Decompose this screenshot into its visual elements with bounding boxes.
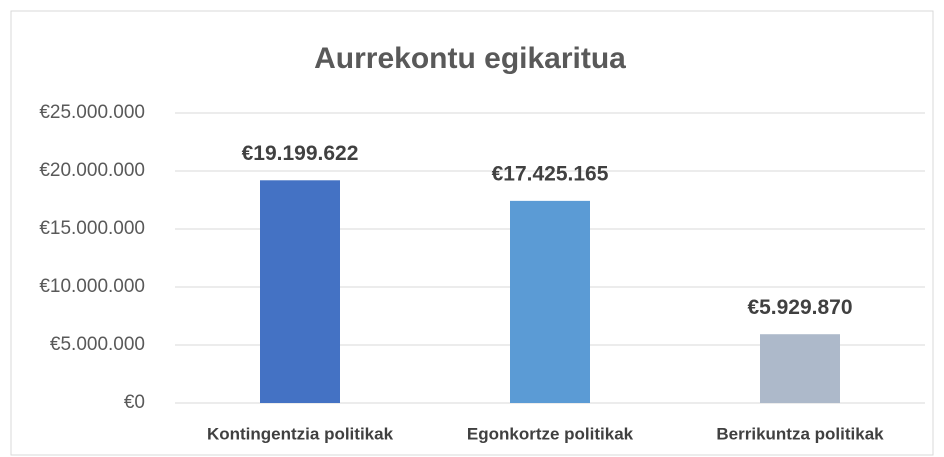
bar <box>260 180 340 403</box>
value-label: €17.425.165 <box>492 162 609 185</box>
value-label: €19.199.622 <box>242 142 359 165</box>
y-tick-label: €25.000.000 <box>39 102 145 123</box>
x-tick-label: Berrikuntza politikak <box>716 424 884 443</box>
y-tick-label: €10.000.000 <box>39 276 145 297</box>
bar <box>760 334 840 403</box>
y-tick-label: €5.000.000 <box>50 334 145 355</box>
x-tick-label: Egonkortze politikak <box>467 424 634 443</box>
y-tick-label: €20.000.000 <box>39 160 145 181</box>
y-tick-label: €0 <box>124 392 145 413</box>
value-label: €5.929.870 <box>747 296 852 319</box>
x-tick-label: Kontingentzia politikak <box>207 424 394 443</box>
bar <box>510 200 590 403</box>
chart-title: Aurrekontu egikaritua <box>314 42 626 75</box>
y-tick-label: €15.000.000 <box>39 218 145 239</box>
